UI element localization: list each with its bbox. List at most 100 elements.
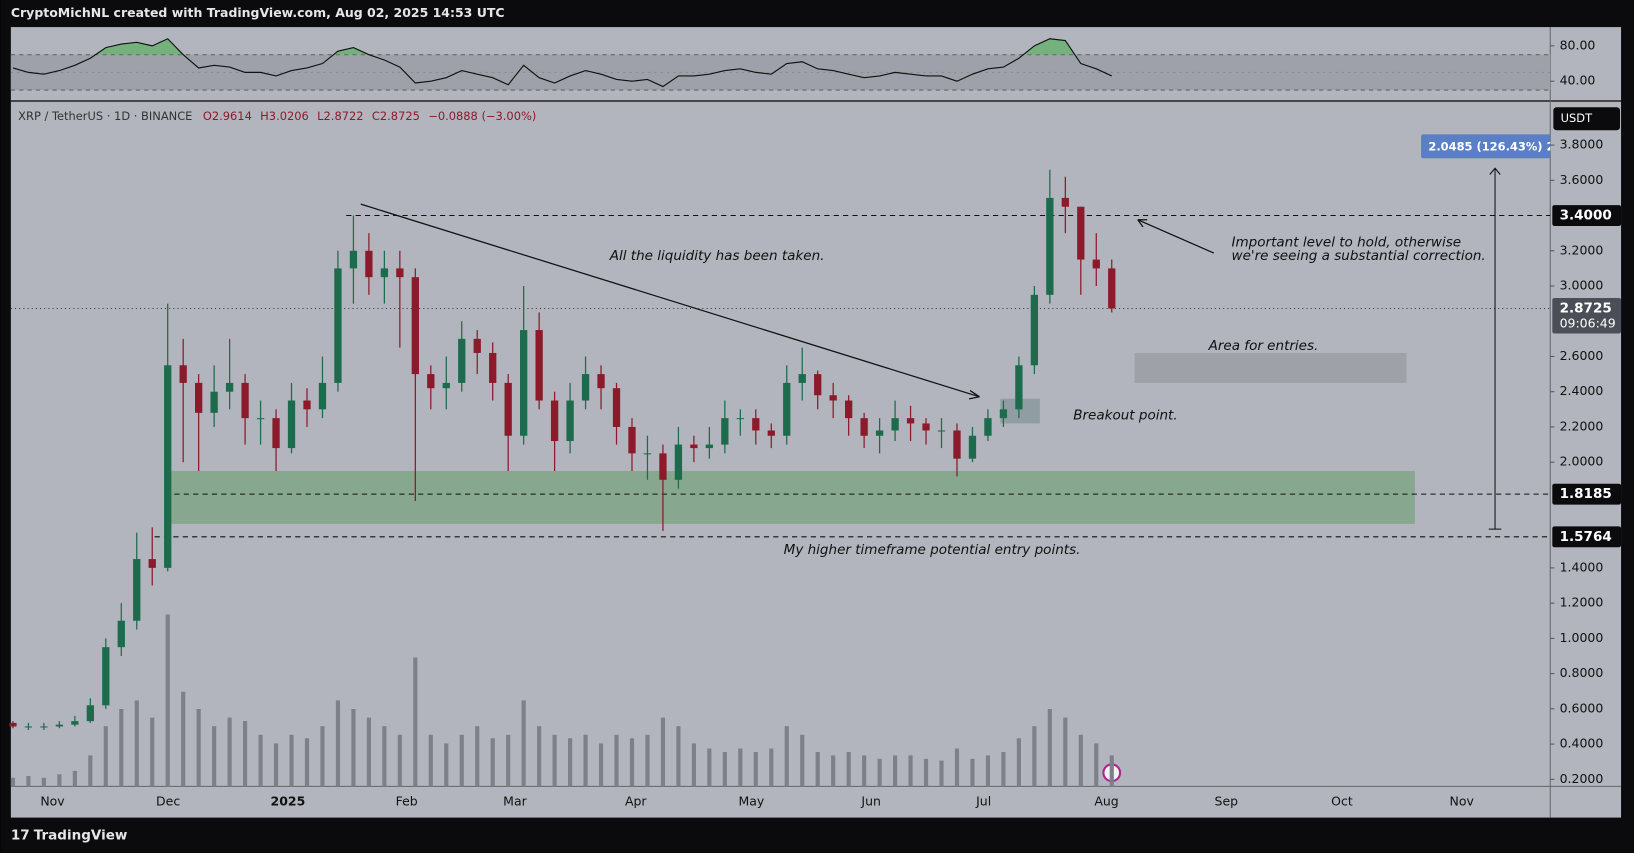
volume-bar (10, 777, 16, 787)
volume-bar (676, 726, 681, 787)
y-tick-label: 2.6000 (1560, 348, 1604, 363)
measure-label-box (1421, 134, 1551, 159)
rsi-tick-label: 40.00 (1560, 73, 1596, 88)
volume-bar (846, 751, 851, 787)
x-tick-label: Apr (625, 793, 647, 808)
x-tick-label: Jul (975, 793, 991, 808)
zone (165, 470, 1415, 524)
volume-bar (738, 748, 743, 787)
volume-bar (1063, 717, 1068, 787)
y-tick-label: 1.0000 (1560, 630, 1604, 645)
annotation: All the liquidity has been taken. (609, 248, 825, 264)
volume-bar (753, 751, 758, 787)
price-label: 3.4000 (1560, 208, 1612, 224)
volume-bar (320, 726, 325, 787)
candle-body (968, 435, 977, 459)
volume-bar (506, 734, 511, 787)
volume-bar (1001, 751, 1006, 787)
volume-bar (304, 738, 310, 787)
x-tick-label: Mar (503, 793, 527, 808)
volume-bar (893, 755, 898, 787)
level-arrowhead (1137, 219, 1148, 228)
legend-value: −0.0888 (−3.00%) (428, 109, 536, 123)
x-tick-label: Feb (396, 793, 418, 808)
candle-body (891, 418, 899, 431)
annotation: we're seeing a substantial correction. (1232, 248, 1486, 264)
candle-body (256, 418, 265, 420)
volume-bar (88, 755, 93, 787)
volume-bar (26, 776, 31, 787)
volume-bar (645, 734, 650, 787)
volume-bar (537, 726, 542, 787)
candle-body (1092, 259, 1100, 269)
volume-bar (923, 758, 929, 787)
header-title: CryptoMichNL created with TradingView.co… (11, 5, 505, 20)
candle-body (705, 444, 714, 449)
volume-bar (273, 743, 279, 787)
x-tick-label: 2025 (271, 793, 306, 808)
volume-bar (428, 734, 433, 787)
candle-body (845, 400, 853, 419)
y-tick-label: 2.4000 (1560, 383, 1604, 398)
candle-body (9, 722, 17, 727)
candle-body (241, 382, 249, 419)
volume-bar (815, 751, 820, 787)
candle-body (597, 374, 605, 389)
candle-body (272, 418, 280, 449)
candle-body (581, 374, 590, 401)
measure-label: 2.0485 (126.43%) 20,4 (1428, 139, 1574, 153)
candle-body (1046, 197, 1054, 295)
trend-arrowhead (968, 390, 980, 400)
volume-bar (243, 721, 248, 787)
volume-bar (444, 743, 449, 787)
candle-body (380, 268, 389, 278)
volume-bar (831, 755, 836, 787)
x-tick-label: Nov (40, 793, 65, 808)
legend-value: O2.9614 (203, 109, 252, 123)
candle-body (829, 395, 837, 401)
candle-body (24, 726, 33, 728)
annotation: Breakout point. (1073, 408, 1177, 424)
volume-bar (939, 760, 944, 787)
volume-bar (862, 755, 867, 787)
y-tick-label: 2.0000 (1560, 454, 1604, 469)
candle-body (86, 705, 94, 722)
candle-body (148, 559, 156, 568)
candle-body (458, 338, 466, 383)
candle-body (767, 430, 775, 436)
y-tick-label: 2.2000 (1560, 418, 1604, 433)
volume-bar (1078, 734, 1083, 787)
volume-bar (691, 743, 696, 787)
candle-body (1030, 294, 1039, 366)
trend-line (360, 203, 980, 398)
y-tick-label: 0.4000 (1560, 736, 1604, 751)
candle-body (535, 330, 543, 401)
candle-body (1077, 206, 1085, 260)
candle-body (133, 559, 141, 621)
candle-body (55, 724, 64, 727)
candle-body (179, 365, 187, 383)
measure-arrow (1489, 167, 1501, 175)
y-tick-label: 3.0000 (1560, 278, 1604, 293)
volume-bar (258, 734, 263, 787)
legend-value: H3.0206 (260, 109, 309, 123)
annotation: Important level to hold, otherwise (1232, 235, 1462, 251)
legend-value: C2.8725 (372, 109, 420, 123)
candle-body (612, 388, 621, 427)
price-label-box (1552, 483, 1622, 505)
candle-body (875, 430, 884, 436)
volume-bar (970, 758, 975, 787)
candle-body (999, 409, 1008, 419)
volume-bar (196, 709, 201, 787)
volume-bar (351, 709, 356, 787)
volume-bar (459, 734, 464, 787)
volume-bar (335, 700, 341, 787)
volume-bar (165, 614, 170, 787)
volume-bar (227, 717, 232, 787)
volume-bar (521, 700, 526, 787)
symbol: XRP / TetherUS · 1D · BINANCE (18, 109, 192, 123)
volume-bar (1032, 726, 1037, 787)
x-tick-label: Jun (860, 793, 881, 808)
candle-body (318, 382, 327, 410)
